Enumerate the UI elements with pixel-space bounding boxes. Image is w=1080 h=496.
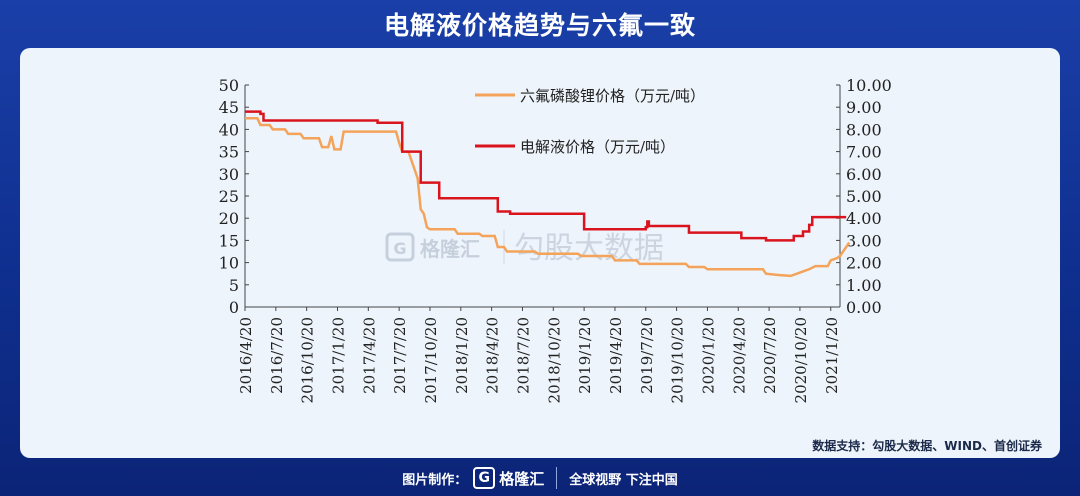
series-layer (245, 110, 851, 278)
x-tick-label: 2020/7/20 (761, 317, 779, 394)
y-left-tick-label: 5 (229, 276, 239, 295)
y-left-tick-label: 15 (219, 231, 239, 250)
price-trend-chart: 0 5 10 15 20 25 30 35 40 45 50 0.00 1.00 2.00 3.00 4.00… (219, 76, 892, 403)
y-left-tick-label: 10 (219, 254, 239, 273)
y-right-tick-label: 6.00 (846, 165, 882, 184)
footer-logo: G 格隆汇 (473, 467, 544, 489)
x-tick-label: 2021/1/20 (823, 317, 841, 394)
footer: 图片制作： G 格隆汇 全球视野 下注中国 (0, 460, 1080, 496)
y-right-tick-label: 7.00 (846, 143, 882, 162)
x-tick-label: 2017/10/20 (422, 317, 440, 403)
y-right-tick-label: 9.00 (846, 98, 882, 117)
x-tick-label: 2018/1/20 (453, 317, 471, 394)
x-tick-label: 2020/4/20 (730, 317, 748, 394)
footer-divider (556, 467, 558, 489)
y-left-tick-label: 0 (229, 298, 239, 317)
legend: 六氟磷酸锂价格（万元/吨） 电解液价格（万元/吨） (475, 87, 705, 156)
x-tick-label: 2016/10/20 (299, 317, 317, 403)
axes-layer: 0 5 10 15 20 25 30 35 40 45 50 0.00 1.00 2.00 3.00 4.00… (219, 76, 892, 403)
footer-logo-text: 格隆汇 (499, 469, 545, 488)
x-tick-label: 2016/7/20 (268, 317, 286, 394)
y-left-tick-label: 45 (219, 98, 239, 117)
watermark: G 格隆汇 勾股大数据 (385, 230, 664, 266)
y-right-tick-label: 8.00 (846, 120, 882, 139)
x-tick-label: 2019/7/20 (638, 317, 656, 394)
legend-label-lipf6: 六氟磷酸锂价格（万元/吨） (520, 87, 705, 105)
watermark-logo-icon (385, 232, 415, 262)
x-tick-label: 2016/4/20 (237, 317, 255, 394)
footer-logo-icon: G (473, 467, 496, 489)
x-tick-label: 2020/10/20 (792, 317, 810, 403)
x-tick-label: 2018/4/20 (484, 317, 502, 394)
series-line-lipf6 (245, 117, 851, 278)
watermark-logo-glyph: G (393, 239, 406, 258)
y-right-tick-label: 2.00 (846, 254, 882, 273)
y-right-tick-label: 3.00 (846, 231, 882, 250)
footer-made-by: 图片制作： (402, 472, 468, 488)
series-line-electrolyte (245, 110, 847, 242)
y-right-tick-label: 5.00 (846, 187, 882, 206)
y-right-tick-label: 4.00 (846, 209, 882, 228)
x-tick-label: 2017/4/20 (360, 317, 378, 394)
x-tick-label: 2019/10/20 (669, 317, 687, 403)
x-tick-label: 2019/1/20 (576, 317, 594, 394)
y-left-tick-label: 20 (219, 209, 239, 228)
y-right-tick-label: 0.00 (846, 298, 882, 317)
footer-slogan: 全球视野 下注中国 (569, 472, 678, 488)
source-note: 数据支持：勾股大数据、WIND、首创证券 (812, 439, 1042, 453)
x-tick-label: 2018/7/20 (514, 317, 532, 394)
y-right-tick-label: 10.00 (846, 76, 892, 95)
y-left-tick-label: 50 (219, 76, 239, 95)
y-left-tick-label: 40 (219, 120, 239, 139)
watermark-text: 勾股大数据 (514, 231, 664, 266)
y-left-tick-label: 25 (219, 187, 239, 206)
x-tick-label: 2018/10/20 (545, 317, 563, 403)
page-title: 电解液价格趋势与六氟一致 (383, 11, 696, 40)
x-tick-label: 2017/7/20 (391, 317, 409, 394)
x-tick-label: 2020/1/20 (699, 317, 717, 394)
x-tick-label: 2019/4/20 (607, 317, 625, 394)
y-left-tick-label: 35 (219, 143, 239, 162)
watermark-logo-text: 格隆汇 (420, 237, 480, 261)
y-left-tick-label: 30 (219, 165, 239, 184)
chart-card: 0 5 10 15 20 25 30 35 40 45 50 0.00 1.00 2.00 3.00 4.00… (20, 48, 1060, 458)
y-right-tick-label: 1.00 (846, 276, 882, 295)
x-tick-label: 2017/1/20 (329, 317, 347, 394)
legend-label-electrolyte: 电解液价格（万元/吨） (520, 138, 675, 156)
